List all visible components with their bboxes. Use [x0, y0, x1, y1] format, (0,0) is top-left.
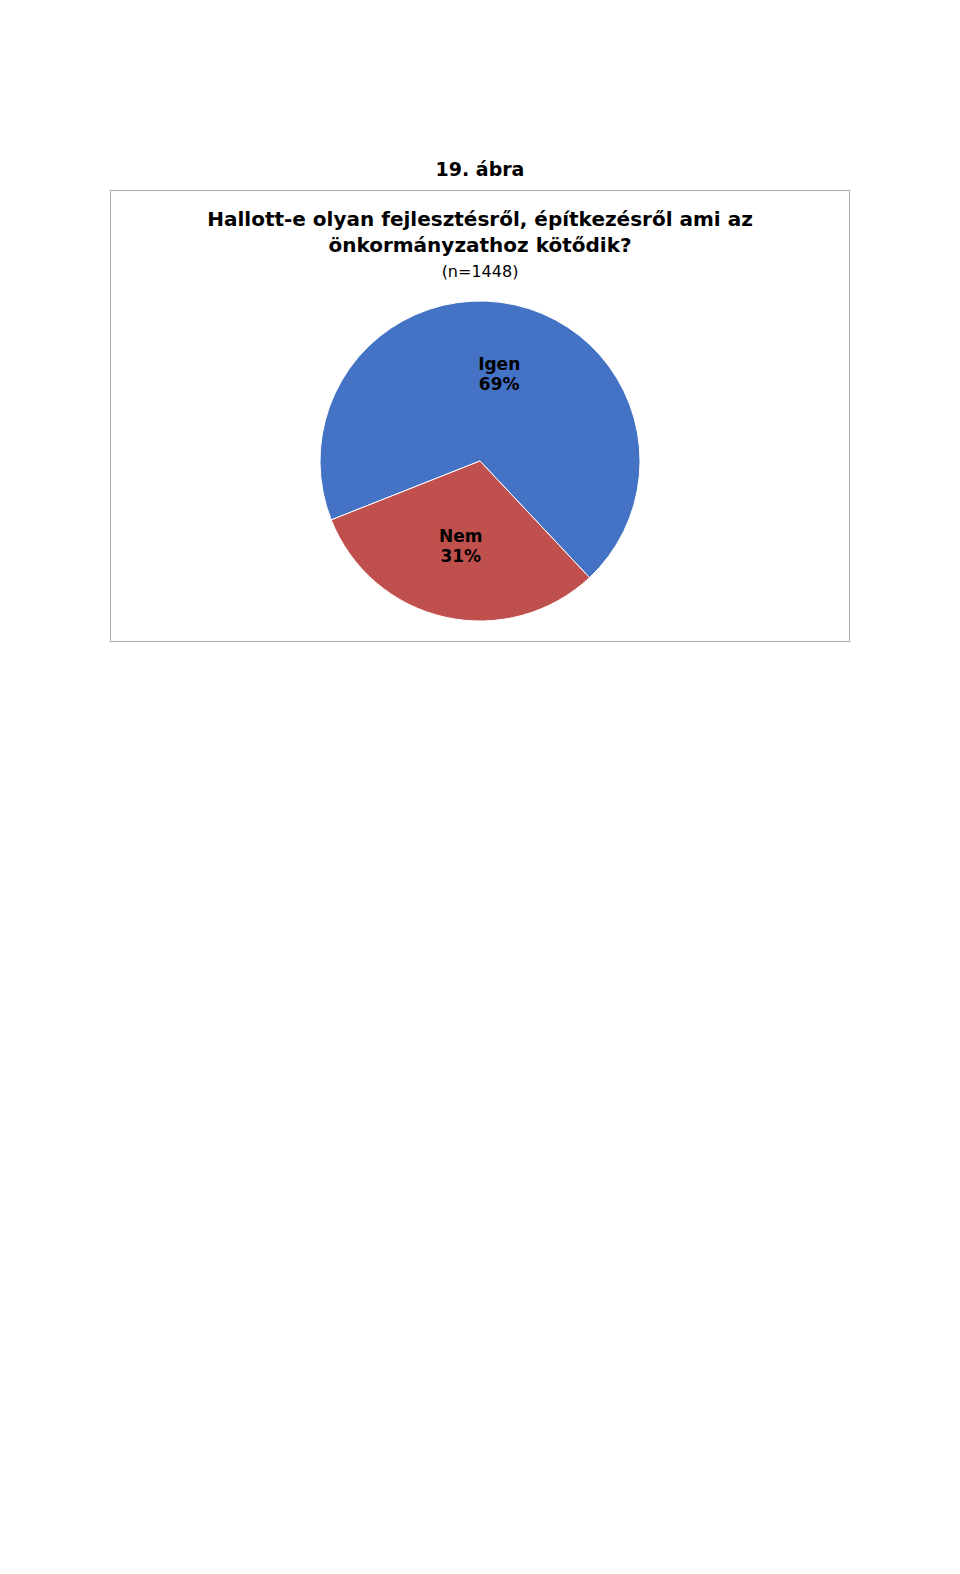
html-text:Hallott-e olyan fejlesztésről,: Hallott-e olyan fejlesztésről, építkezés… — [207, 207, 753, 231]
html-text:(n=1448): (n=1448) — [441, 262, 519, 281]
html-text:19. ábra: 19. ábra — [435, 158, 525, 180]
html-text:önkormányzathoz kötődik?: önkormányzathoz kötődik? — [328, 233, 632, 257]
svg-text:Igen69%: Igen69% — [478, 354, 520, 394]
svg-text:Nem31%: Nem31% — [439, 526, 482, 566]
